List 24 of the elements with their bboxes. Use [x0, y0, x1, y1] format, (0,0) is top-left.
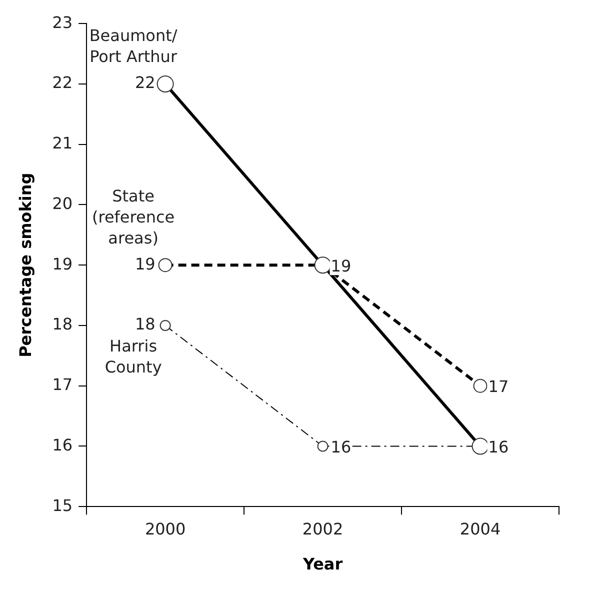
series-label: State (reference areas)	[92, 186, 175, 248]
y-tick-label: 22	[52, 73, 73, 92]
y-tick-label: 16	[52, 435, 73, 454]
y-tick-label: 15	[52, 496, 73, 515]
y-tick-label: 19	[52, 254, 73, 274]
x-tick-label: 2004	[460, 519, 501, 538]
data-label: 19	[134, 254, 156, 274]
series-label: Harris County	[104, 336, 162, 377]
y-tick-label: 23	[52, 12, 73, 32]
y-tick-label: 17	[52, 375, 73, 394]
data-label: 17	[488, 377, 509, 396]
y-tick-label: 18	[52, 314, 73, 334]
y-tick-label: 20	[52, 194, 73, 213]
y-tick-label: 21	[52, 134, 73, 153]
x-tick-label: 2002	[302, 519, 344, 538]
x-axis-title: Year	[302, 554, 343, 574]
series-label: Beaumont/Port Arthur	[89, 26, 178, 66]
data-label: 16	[488, 437, 509, 456]
y-axis-title: Percentage smoking	[16, 172, 35, 358]
x-tick-label: 2000	[144, 519, 186, 538]
data-label: 18	[134, 314, 156, 334]
data-label: 19	[330, 256, 352, 276]
data-label: 16	[330, 437, 352, 456]
data-label: 22	[134, 73, 156, 92]
